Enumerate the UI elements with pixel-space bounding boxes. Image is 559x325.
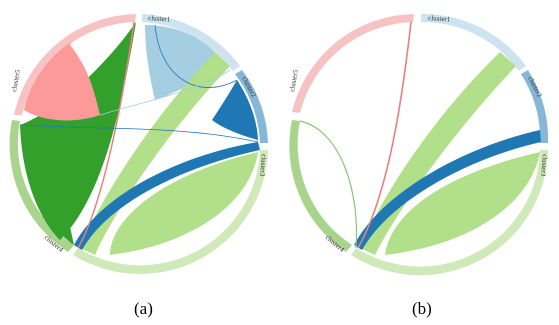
ribbon-cluster5-self <box>24 42 100 121</box>
group-arc-cluster2 <box>235 70 268 143</box>
arc-label-cluster3: cluster3 <box>258 154 268 177</box>
group-arc-cluster2 <box>521 70 549 143</box>
ribbon-cluster2-self <box>212 80 258 140</box>
ribbon-cluster4-inner <box>20 125 74 245</box>
caption-b: (b) <box>412 299 432 318</box>
panel-a: cluster1 cluster2 cluster3 cluster4 clus… <box>9 14 268 318</box>
group-arc-cluster4 <box>289 120 352 252</box>
ribbon-thin-link-2 <box>154 24 238 88</box>
group-arc-cluster1 <box>142 14 240 71</box>
ribbon-cluster2-cluster4 <box>354 130 541 250</box>
group-arc-cluster1 <box>421 13 526 71</box>
group-arc-cluster5 <box>292 14 414 113</box>
ribbon-thin-link-1 <box>19 124 259 143</box>
ribbon-thin-link-3 <box>99 69 231 116</box>
group-arc-cluster3 <box>351 150 548 276</box>
arc-label-cluster5: cluster5 <box>10 69 22 93</box>
arc-label-cluster3: cluster3 <box>539 154 549 177</box>
caption-a: (a) <box>134 299 153 318</box>
panel-b: cluster1 cluster2 cluster3 cluster4 clus… <box>288 13 549 318</box>
ribbon-cluster5-cluster3-thin <box>77 21 135 249</box>
group-arc-cluster3 <box>73 150 268 274</box>
arc-label-cluster1: cluster1 <box>148 14 171 24</box>
group-arc-cluster5 <box>14 14 136 115</box>
ribbon-cluster4-cluster3-thin <box>299 120 358 249</box>
ribbon-cluster5-cluster3 <box>357 21 412 249</box>
group-arc-cluster4 <box>9 120 75 252</box>
arc-label-cluster5: cluster5 <box>288 69 300 93</box>
ribbon-cluster2-cluster4 <box>74 142 260 250</box>
ribbon-cluster3-self <box>110 152 258 255</box>
ribbon-cluster3-self <box>385 152 540 255</box>
arc-label-cluster1: cluster1 <box>428 14 451 24</box>
ribbon-cluster1-self <box>145 25 228 100</box>
